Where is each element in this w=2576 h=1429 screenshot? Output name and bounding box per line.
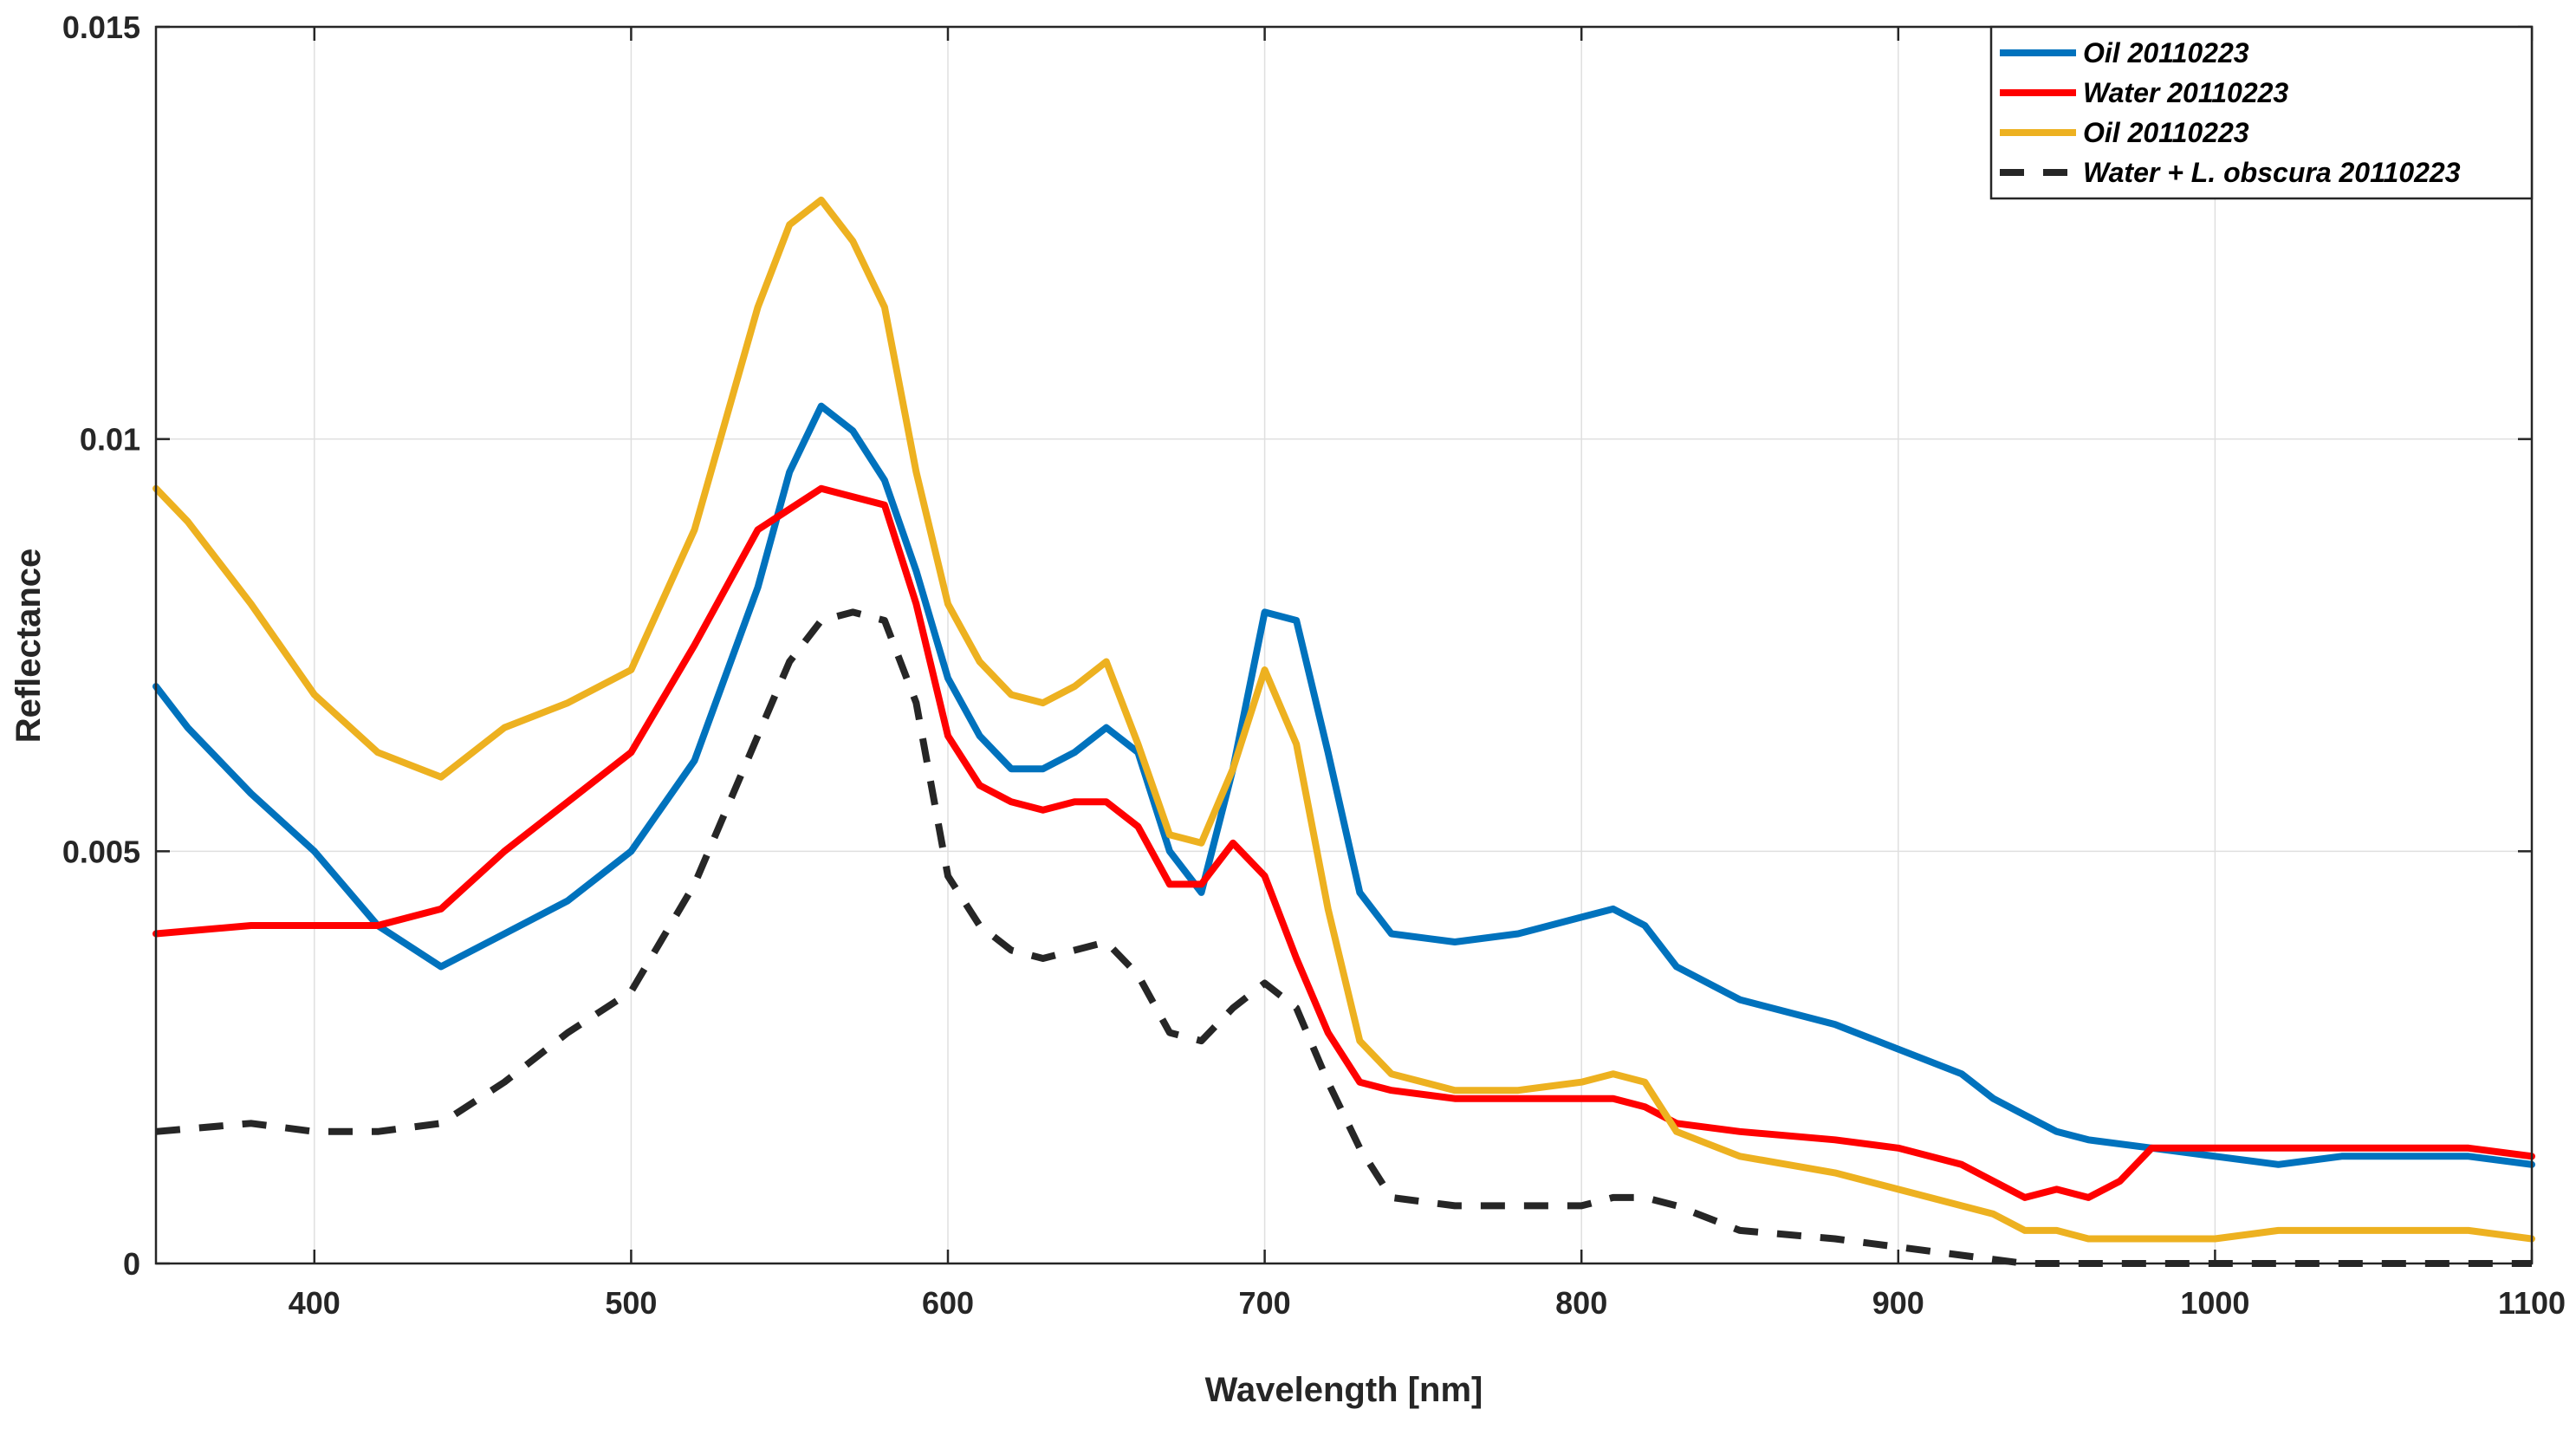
x-tick-label: 500 xyxy=(605,1285,657,1321)
series-lines xyxy=(152,196,2535,1267)
legend-label-1: Oil 20110223 xyxy=(2083,37,2249,68)
x-tick-label: 700 xyxy=(1239,1285,1291,1321)
legend: Oil 20110223 Water 20110223 Oil 20110223 Wa… xyxy=(1989,25,2534,200)
y-tick-label: 0.005 xyxy=(62,834,140,869)
series-line-3 xyxy=(152,196,2535,1243)
x-tick-label: 1100 xyxy=(2498,1285,2566,1321)
axis-ticks: 400 500 600 700 800 900 1000 1100 0 0.005 0.01 0.01… xyxy=(62,10,2566,1321)
series-line-2 xyxy=(152,484,2535,1201)
y-tick-label: 0.015 xyxy=(62,10,140,45)
x-tick-label: 400 xyxy=(289,1285,341,1321)
x-tick-label: 600 xyxy=(922,1285,974,1321)
x-tick-label: 1000 xyxy=(2180,1285,2249,1321)
series-line-4 xyxy=(155,608,2532,1267)
y-tick-label: 0 xyxy=(123,1246,140,1282)
x-axis-label: Wavelength [nm] xyxy=(1205,1371,1483,1409)
y-axis-label: Reflectance xyxy=(10,549,48,744)
legend-box xyxy=(1989,25,2534,200)
plot-area-frame xyxy=(154,25,2534,1265)
legend-label-3: Oil 20110223 xyxy=(2083,117,2249,148)
plot-area-background xyxy=(156,27,2532,1263)
y-tick-label: 0.01 xyxy=(80,422,140,458)
x-tick-label: 900 xyxy=(1872,1285,1924,1321)
x-tick-label: 800 xyxy=(1555,1285,1607,1321)
legend-label-4: Water + L. obscura 20110223 xyxy=(2083,157,2461,188)
series-line-1 xyxy=(152,402,2535,1168)
legend-label-2: Water 20110223 xyxy=(2083,77,2288,108)
